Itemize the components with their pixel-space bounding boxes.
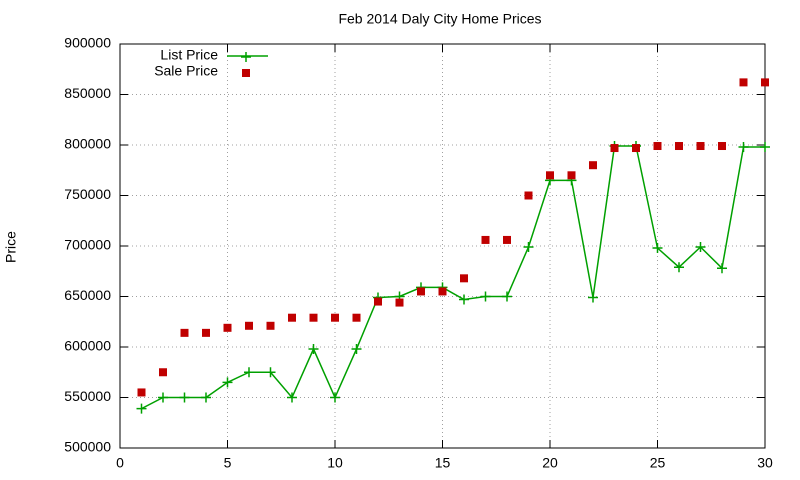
data-point — [761, 78, 769, 87]
data-point — [438, 287, 447, 296]
y-tick-label: 600000 — [64, 338, 111, 354]
data-point — [718, 142, 726, 151]
y-tick-label: 900000 — [64, 35, 111, 51]
data-point — [739, 78, 748, 87]
legend-marker — [241, 52, 251, 62]
data-point — [417, 287, 425, 296]
y-axis-label: Price — [3, 231, 19, 263]
data-point — [331, 313, 339, 322]
x-tick-label: 0 — [116, 455, 124, 471]
data-point — [695, 242, 706, 253]
data-point — [265, 367, 276, 378]
y-tick-label: 700000 — [64, 237, 111, 253]
legend-marker — [242, 69, 250, 77]
data-point — [567, 171, 576, 180]
x-tick-label: 25 — [650, 455, 666, 471]
y-tick-label: 800000 — [64, 136, 111, 152]
data-point — [523, 242, 534, 253]
data-point — [159, 368, 167, 377]
data-point — [503, 235, 511, 244]
data-point — [245, 321, 253, 330]
data-point — [374, 297, 382, 306]
data-point — [610, 144, 619, 153]
data-point — [524, 191, 533, 200]
data-point — [760, 142, 770, 153]
data-point — [287, 392, 297, 403]
data-point — [502, 291, 512, 302]
series-line — [141, 145, 765, 410]
data-point — [266, 321, 275, 330]
data-point — [309, 313, 318, 322]
data-point — [653, 142, 662, 151]
data-point — [674, 262, 684, 273]
x-tick-label: 10 — [327, 455, 343, 471]
data-point — [158, 392, 168, 403]
data-point — [136, 403, 147, 414]
data-point — [330, 392, 340, 403]
data-point — [137, 388, 146, 397]
data-point — [546, 171, 554, 180]
data-point — [179, 392, 190, 403]
data-point — [652, 243, 663, 254]
data-point — [738, 142, 749, 153]
y-tick-label: 750000 — [64, 186, 111, 202]
data-point — [460, 274, 468, 283]
data-point — [632, 144, 640, 153]
data-point — [480, 291, 491, 302]
data-point — [201, 392, 211, 403]
x-tick-label: 15 — [435, 455, 451, 471]
y-tick-label: 850000 — [64, 85, 111, 101]
y-tick-label: 650000 — [64, 287, 111, 303]
data-point — [481, 235, 490, 244]
chart-title: Feb 2014 Daly City Home Prices — [338, 11, 541, 27]
data-point — [308, 344, 319, 355]
data-point — [202, 328, 210, 337]
data-point — [717, 263, 727, 274]
data-point — [222, 377, 233, 388]
x-tick-label: 5 — [224, 455, 232, 471]
data-point — [395, 298, 404, 307]
data-point — [351, 344, 362, 355]
data-point — [288, 313, 296, 322]
data-point — [459, 294, 469, 305]
data-point — [696, 142, 705, 151]
data-point — [180, 328, 189, 337]
legend-label: List Price — [160, 47, 218, 63]
data-point — [675, 142, 683, 151]
data-point — [244, 367, 254, 378]
x-tick-label: 20 — [542, 455, 558, 471]
data-point — [352, 313, 361, 322]
data-point — [589, 161, 597, 170]
data-point — [588, 292, 598, 303]
legend-label: Sale Price — [154, 63, 218, 79]
data-point — [223, 323, 232, 332]
x-tick-label: 30 — [757, 455, 773, 471]
y-tick-label: 550000 — [64, 388, 111, 404]
plot-frame — [119, 43, 766, 449]
y-tick-label: 500000 — [64, 439, 111, 455]
